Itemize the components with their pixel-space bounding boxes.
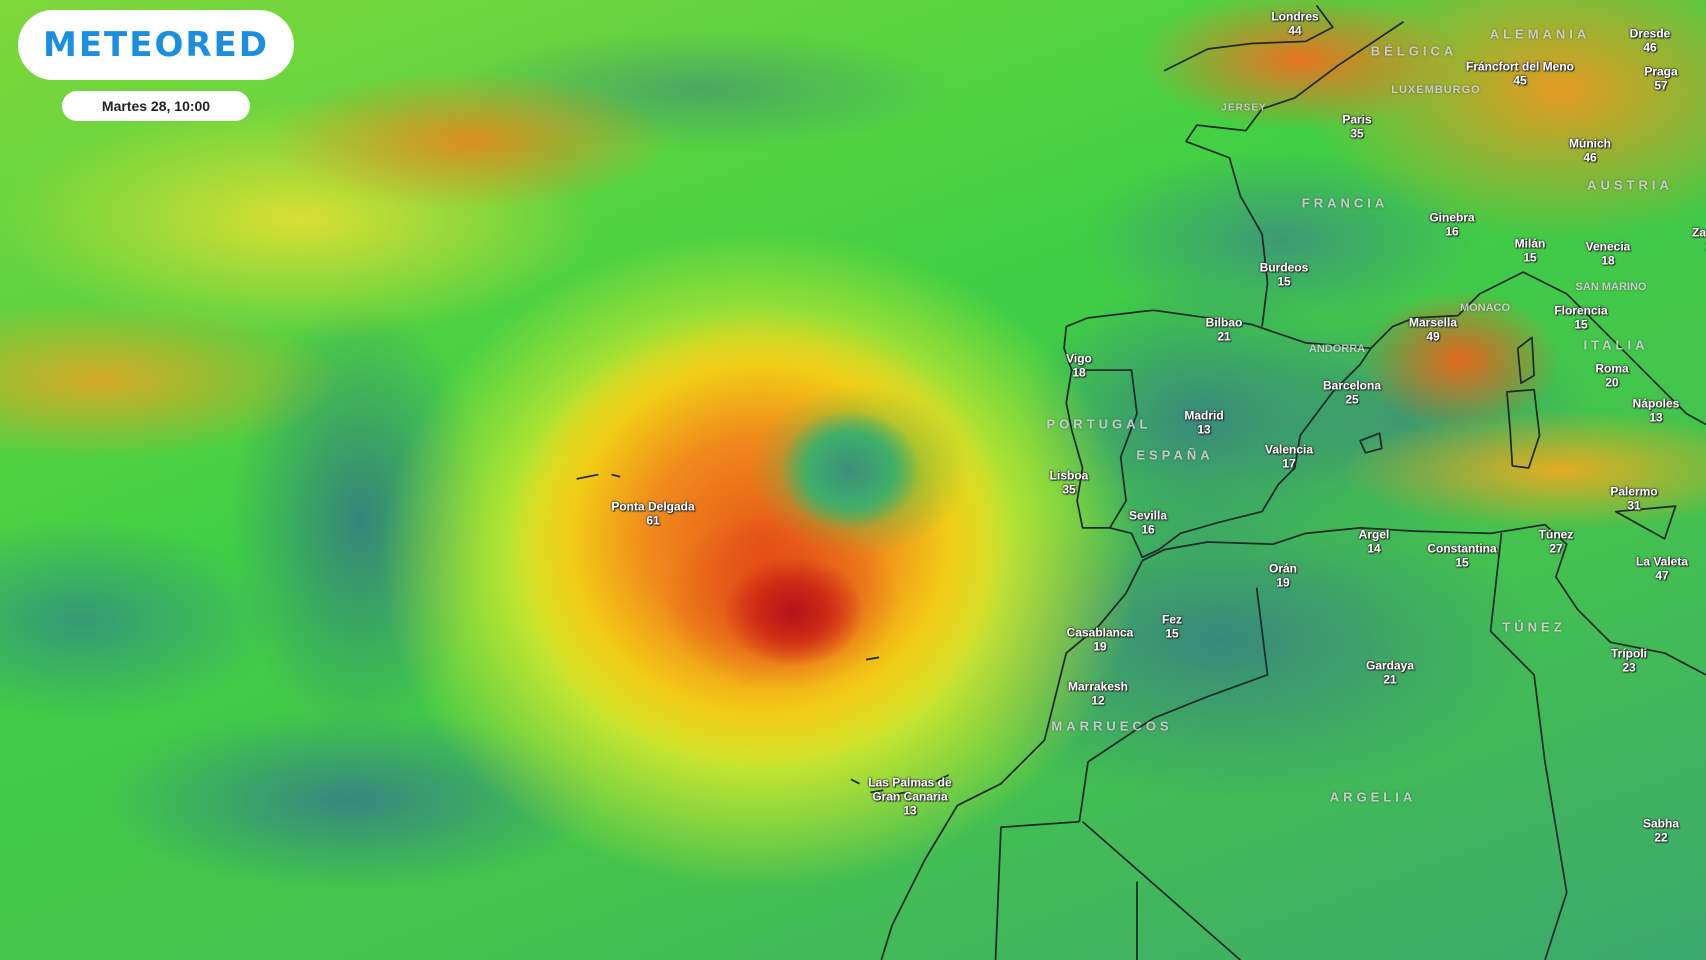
region-label: ESPAÑA	[1136, 447, 1214, 463]
city-label: Las Palmas de Gran Canaria 13	[868, 775, 952, 818]
city-label: Argel 14	[1358, 527, 1390, 556]
city-label: Marrakesh 12	[1067, 679, 1129, 708]
region-label: ALEMANIA	[1489, 26, 1591, 42]
city-label: Zagreb14	[1691, 225, 1706, 254]
region-label: MONACO	[1459, 302, 1511, 314]
region-label: JERSEY	[1221, 102, 1267, 114]
city-label: Fráncfort del Meno 45	[1465, 59, 1575, 88]
region-label: LUXEMBURGO	[1391, 84, 1481, 96]
city-label: Praga 57	[1644, 64, 1678, 93]
city-label: Ponta Delgada 61	[611, 499, 695, 528]
region-label: ARGELIA	[1329, 789, 1417, 805]
region-label: BÉLGICA	[1370, 43, 1458, 59]
city-label: Trípoli 23	[1611, 646, 1647, 675]
city-label: Florencia 15	[1554, 303, 1608, 332]
city-label: Nápoles 13	[1632, 396, 1680, 425]
city-label: Ginebra 16	[1429, 210, 1475, 239]
meteored-logo[interactable]: METEORED	[18, 10, 294, 80]
sardinia	[1506, 388, 1541, 469]
city-label: Barcelona 25	[1322, 378, 1382, 407]
region-label: PORTUGAL	[1046, 416, 1152, 432]
city-label: Dresde 46	[1629, 26, 1671, 55]
city-label: Vigo 18	[1066, 351, 1092, 380]
city-label: Orán 19	[1268, 561, 1298, 590]
region-label: SAN MARINO	[1575, 281, 1647, 293]
region-label: ITALIA	[1583, 337, 1649, 353]
canary-islands	[850, 774, 950, 796]
city-label: Londres 44	[1271, 9, 1319, 38]
city-label: Sevilla 16	[1128, 508, 1168, 537]
city-label: Valencia 17	[1264, 442, 1314, 471]
city-label: Múnich 46	[1569, 136, 1611, 165]
med-north-coast	[1370, 271, 1706, 426]
city-label: Fez 15	[1161, 612, 1183, 641]
corsica	[1516, 336, 1535, 384]
city-label: Casablanca 19	[1066, 625, 1134, 654]
africa-north-coast	[1142, 523, 1706, 676]
city-label: Gardaya 21	[1365, 658, 1415, 687]
city-label: Marsella 49	[1408, 315, 1458, 344]
city-label: Palermo 31	[1610, 484, 1658, 513]
forecast-time-badge: Martes 28, 10:00	[62, 91, 250, 121]
morocco-algeria-border	[1078, 587, 1269, 822]
city-label: Burdeos 15	[1259, 260, 1309, 289]
sicily	[1614, 505, 1677, 540]
portugal-border	[1071, 369, 1138, 529]
sahara-borders	[994, 820, 1241, 960]
city-label: Madrid 13	[1184, 408, 1224, 437]
city-label: Paris 35	[1342, 112, 1372, 141]
city-label: Lisboa 35	[1049, 468, 1089, 497]
region-label: FRANCIA	[1301, 195, 1389, 211]
africa-west-coast	[880, 560, 1144, 960]
city-label: Bilbao 21	[1205, 315, 1243, 344]
city-label: La Valeta 47	[1635, 554, 1689, 583]
city-label: Venecia 18	[1585, 239, 1631, 268]
region-label: MARRUECOS	[1051, 718, 1173, 734]
england-coast	[1163, 4, 1334, 72]
city-label: Constantina 15	[1427, 541, 1497, 570]
algeria-tunisia-border	[1489, 533, 1568, 960]
balearic-islands	[1359, 432, 1383, 454]
city-label: Roma 20	[1595, 361, 1629, 390]
region-label: ANDORRA	[1308, 343, 1366, 355]
madeira	[865, 656, 880, 661]
france-atlantic-coast	[1185, 21, 1405, 327]
iberia-coast	[1063, 309, 1372, 559]
city-label: Sabha 22	[1642, 816, 1680, 845]
city-label: Túnez 27	[1538, 527, 1574, 556]
region-label: AUSTRIA	[1587, 177, 1673, 193]
region-label: TÚNEZ	[1502, 619, 1566, 635]
azores	[576, 473, 621, 480]
city-label: Milán 15	[1514, 236, 1546, 265]
